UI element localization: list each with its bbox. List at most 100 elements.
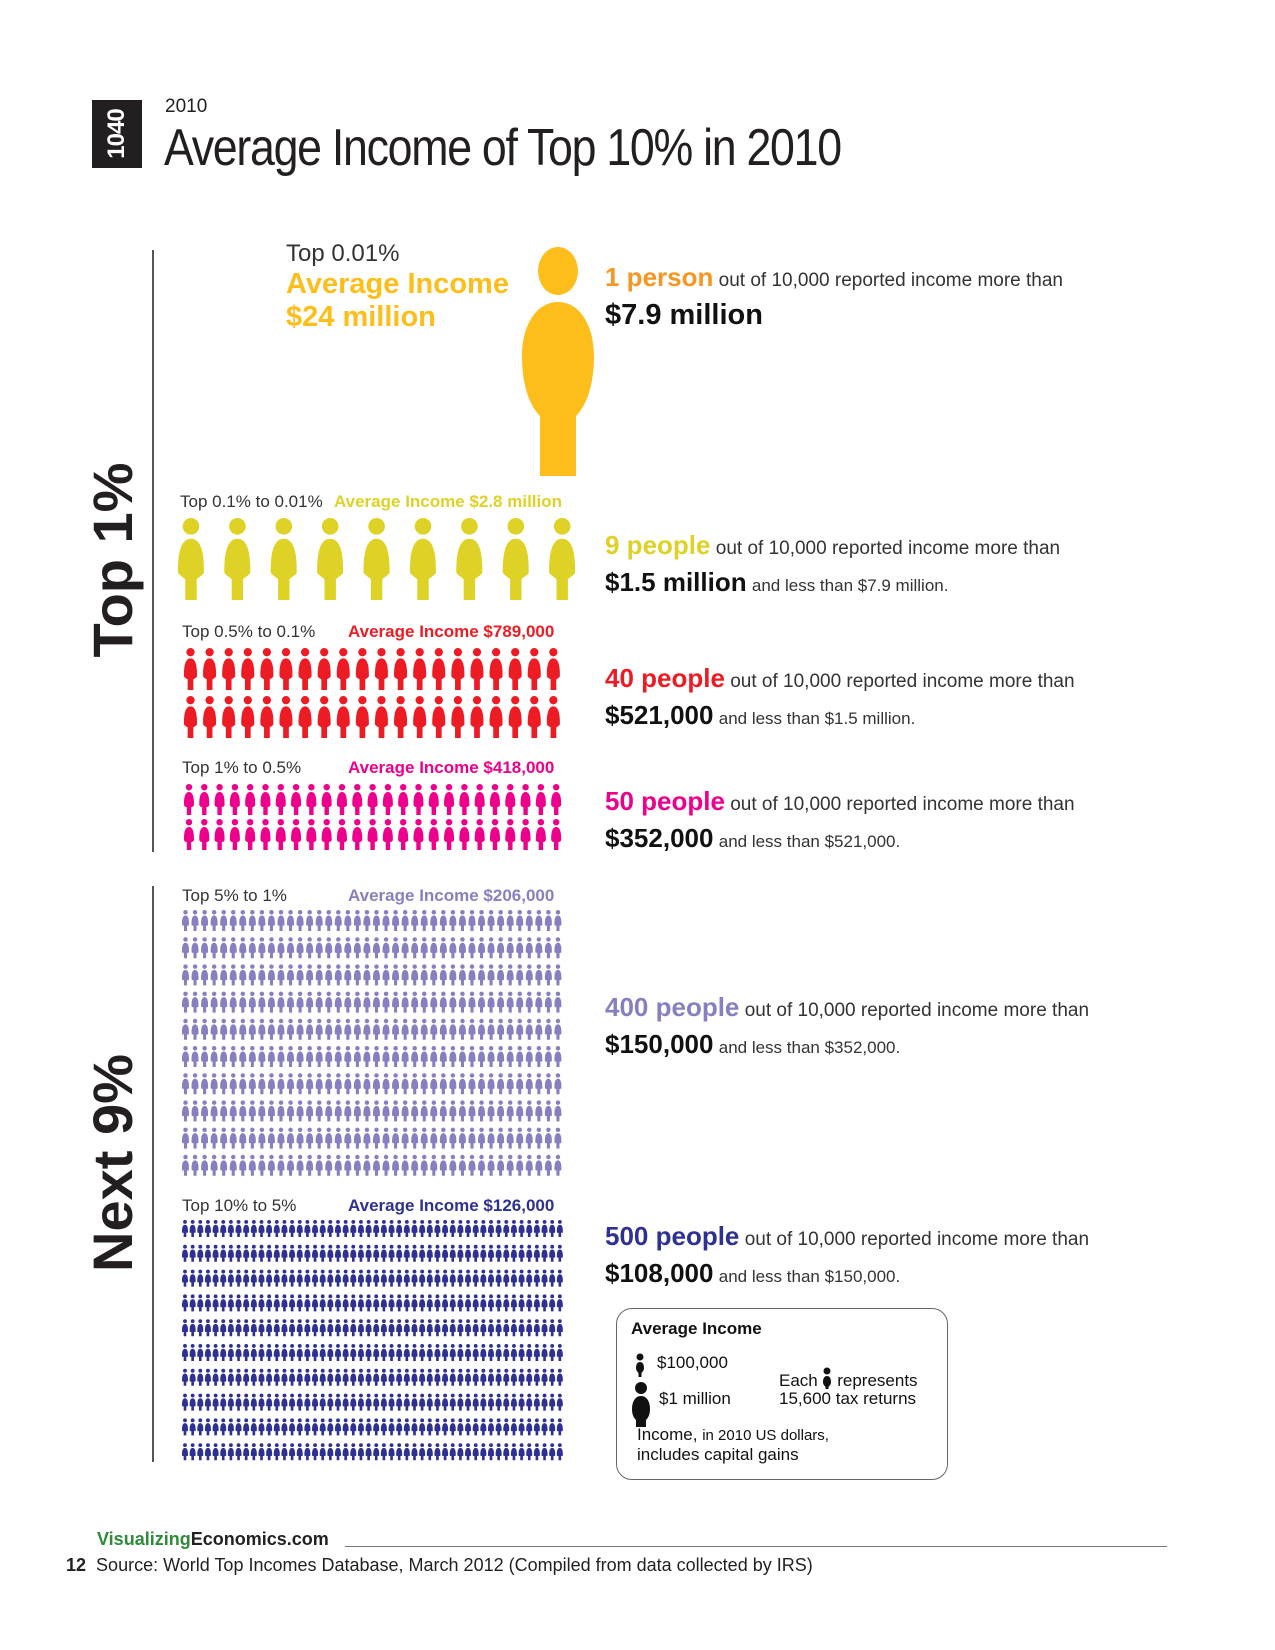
person-icon (287, 1046, 295, 1067)
person-icon (442, 1344, 449, 1361)
person-icon (506, 910, 514, 931)
tier-t10-max: and less than $150,000. (718, 1267, 901, 1286)
person-icon (336, 648, 350, 690)
person-icon (396, 1344, 403, 1361)
person-icon (317, 696, 331, 738)
person-icon (350, 1393, 357, 1411)
person-icon (306, 1127, 314, 1149)
person-icon (182, 1269, 188, 1287)
person-icon (334, 964, 342, 986)
person-icon (556, 1319, 563, 1337)
tier-t1-desc: 50 people out of 10,000 reported income … (605, 786, 1075, 854)
person-icon (250, 1294, 257, 1312)
person-icon (380, 1244, 387, 1262)
person-icon (189, 1418, 196, 1436)
person-icon (210, 937, 218, 959)
tier-t5-avg: Average Income $206,000 (348, 886, 555, 905)
person-icon (334, 1073, 342, 1095)
person-icon (373, 1344, 380, 1361)
person-icon (277, 937, 285, 959)
person-icon (478, 991, 486, 1013)
person-icon (516, 1046, 524, 1067)
person-icon (394, 648, 408, 690)
person-icon (426, 1319, 433, 1337)
person-icon (291, 819, 302, 850)
person-icon (373, 1294, 380, 1312)
page-title: Average Income of Top 10% in 2010 (164, 119, 842, 177)
person-icon (420, 910, 428, 931)
person-icon (505, 784, 516, 815)
person-icon (241, 696, 255, 738)
person-icon (199, 819, 210, 850)
person-icon (342, 1220, 349, 1237)
person-icon (335, 1294, 341, 1312)
person-icon (281, 1269, 288, 1287)
person-icon (304, 1294, 311, 1312)
person-icon (189, 1393, 196, 1411)
tier-t5-max: and less than $352,000. (718, 1038, 901, 1057)
person-icon (403, 1344, 410, 1361)
person-icon (220, 937, 228, 959)
person-icon (191, 964, 199, 986)
person-icon (439, 991, 447, 1013)
person-icon (403, 1393, 410, 1411)
person-icon (289, 1294, 296, 1312)
person-icon (478, 1073, 486, 1095)
person-icon (525, 1046, 533, 1067)
person-icon (497, 1046, 505, 1067)
person-icon (442, 1368, 449, 1386)
person-icon (403, 1368, 410, 1386)
person-icon (497, 1127, 505, 1149)
person-icon (497, 1073, 505, 1095)
person-icon (327, 1319, 334, 1337)
person-icon (411, 1319, 418, 1337)
person-icon (353, 910, 361, 931)
person-icon (304, 1269, 311, 1287)
person-icon (434, 1244, 441, 1262)
person-icon (204, 1344, 211, 1361)
person-icon (235, 1269, 242, 1287)
page-number: 12 (66, 1555, 87, 1575)
person-icon (392, 1046, 400, 1067)
person-icon (266, 1319, 273, 1337)
person-icon (380, 1294, 387, 1312)
footer-brand: VisualizingEconomics.com (97, 1529, 329, 1549)
person-icon (334, 937, 342, 959)
person-icon (444, 819, 455, 850)
person-icon (403, 1220, 410, 1237)
person-icon (470, 648, 484, 690)
person-icon (267, 910, 275, 931)
person-icon (525, 964, 533, 986)
person-icon (258, 1073, 266, 1095)
person-icon (189, 1269, 196, 1287)
person-icon (458, 1154, 466, 1176)
person-icon (488, 1344, 494, 1361)
person-icon (220, 1127, 228, 1149)
person-icon (235, 1244, 242, 1262)
person-icon (382, 991, 390, 1013)
person-icon (546, 648, 560, 690)
person-icon (327, 1220, 334, 1237)
person-icon (227, 1319, 234, 1337)
person-icon (434, 1344, 441, 1361)
person-icon (304, 1220, 311, 1237)
person-icon (526, 1244, 533, 1262)
person-icon (401, 1073, 409, 1095)
person-icon (503, 1393, 510, 1411)
person-icon (201, 1018, 209, 1040)
person-icon (239, 1018, 247, 1040)
person-icon (556, 1418, 563, 1436)
person-icon (533, 1319, 540, 1337)
person-icon (189, 1244, 196, 1262)
person-icon (510, 1418, 517, 1436)
person-icon (243, 1244, 250, 1262)
person-icon (312, 1244, 319, 1262)
person-icon (289, 1319, 296, 1337)
person-icon (243, 1443, 250, 1461)
person-icon (516, 1073, 524, 1095)
person-icon (273, 1418, 280, 1436)
person-icon (363, 1073, 371, 1095)
person-icon (287, 1154, 295, 1176)
person-icon (401, 1127, 409, 1149)
person-icon (315, 1046, 323, 1067)
